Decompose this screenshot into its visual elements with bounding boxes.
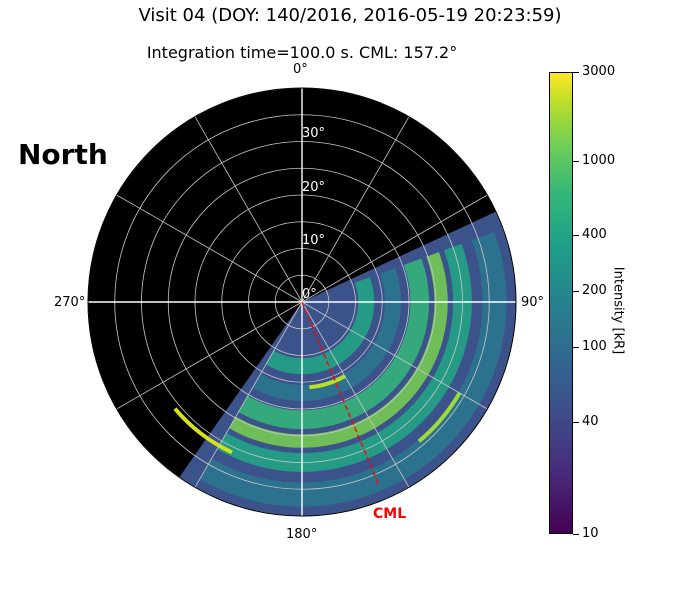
- grid-spoke-300: [116, 194, 303, 303]
- angular-tick-180: 180°: [286, 527, 318, 542]
- intensity-band-2: [229, 252, 448, 448]
- colorbar-tick-label: 1000: [582, 152, 616, 168]
- cml-label: CML: [373, 506, 407, 522]
- colorbar-tick-label: 40: [582, 413, 599, 429]
- colorbar-tick: [573, 421, 579, 423]
- bright-arc-0: [173, 407, 233, 455]
- colorbar-tick-label: 400: [582, 227, 607, 243]
- angular-tick-270: 270°: [54, 295, 86, 310]
- radial-tick-30: 30°: [302, 126, 326, 141]
- colorbar-tick: [573, 235, 579, 237]
- grid-spoke-150: [301, 301, 410, 488]
- polar-outline: [87, 87, 517, 517]
- chart-title: Visit 04 (DOY: 140/2016, 2016-05-19 20:2…: [138, 5, 562, 26]
- colorbar-tick: [573, 347, 579, 349]
- grid-spoke-60: [301, 194, 488, 303]
- colorbar-axis-label: Intensity [kR]: [610, 266, 626, 355]
- colorbar-tick-label: 10: [582, 526, 599, 541]
- colorbar-tick: [573, 72, 579, 73]
- radial-tick-20: 20°: [302, 180, 326, 195]
- colorbar-tick-label: 3000: [582, 64, 616, 79]
- grid-spoke-120: [301, 301, 488, 410]
- grid-spoke-240: [116, 301, 303, 410]
- bright-arc-2: [417, 391, 462, 443]
- grid-spoke-330: [194, 116, 303, 303]
- bright-arc-1: [309, 374, 346, 390]
- radial-tick-0: 0°: [302, 287, 317, 302]
- grid-spoke-210: [194, 301, 303, 488]
- colorbar-tick: [573, 534, 579, 535]
- cml-line: [301, 301, 380, 486]
- colorbar-tick-label: 100: [582, 339, 607, 355]
- angular-tick-90: 90°: [521, 295, 545, 310]
- angular-tick-0: 0°: [293, 62, 308, 77]
- colorbar-tick-label: 200: [582, 283, 607, 299]
- intensity-band-0: [199, 232, 507, 507]
- radial-tick-10: 10°: [302, 233, 326, 248]
- intensity-band-3: [238, 258, 429, 430]
- grid-spoke-30: [301, 116, 410, 303]
- colorbar: [549, 72, 573, 534]
- chart-subtitle: Integration time=100.0 s. CML: 157.2°: [146, 43, 458, 62]
- colorbar-tick: [573, 160, 579, 162]
- hemisphere-label: North: [18, 138, 108, 171]
- colorbar-tick: [573, 291, 579, 293]
